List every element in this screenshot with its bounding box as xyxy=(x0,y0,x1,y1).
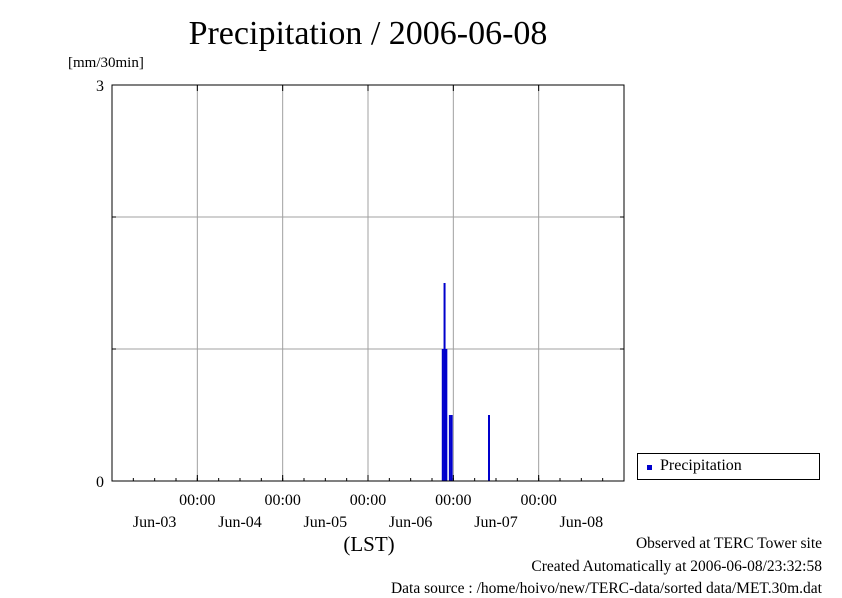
x-tick-date-label: Jun-03 xyxy=(133,514,177,531)
precipitation-bar xyxy=(441,349,444,481)
x-tick-time-label: 00:00 xyxy=(179,492,215,509)
precipitation-bar xyxy=(450,415,453,481)
x-tick-date-label: Jun-07 xyxy=(474,514,518,531)
x-tick-date-label: Jun-08 xyxy=(560,514,604,531)
legend-label: Precipitation xyxy=(660,457,742,474)
x-axis-label: (LST) xyxy=(343,532,394,556)
legend: Precipitation xyxy=(637,453,820,480)
chart-title: Precipitation / 2006-06-08 xyxy=(188,15,548,52)
plot-frame xyxy=(111,84,625,482)
x-tick-time-label: 00:00 xyxy=(350,492,386,509)
y-axis-unit-label: [mm/30min] xyxy=(68,55,144,71)
x-tick-time-label: 00:00 xyxy=(435,492,471,509)
footer-source: Data source : /home/hoivo/new/TERC-data/… xyxy=(390,580,822,597)
x-tick-time-label: 00:00 xyxy=(264,492,300,509)
y-tick-label: 3 xyxy=(96,78,104,95)
x-tick-time-label: 00:00 xyxy=(520,492,556,509)
legend-swatch xyxy=(647,465,652,470)
y-tick-label: 0 xyxy=(96,474,104,491)
footer-created: Created Automatically at 2006-06-08/23:3… xyxy=(531,558,822,575)
precipitation-bar xyxy=(443,283,446,481)
precipitation-bar xyxy=(448,415,451,481)
footer-observed: Observed at TERC Tower site xyxy=(635,535,822,552)
precipitation-bar xyxy=(445,349,448,481)
x-tick-date-label: Jun-04 xyxy=(218,514,262,531)
x-tick-date-label: Jun-05 xyxy=(304,514,348,531)
precipitation-bar xyxy=(488,415,490,481)
x-tick-date-label: Jun-06 xyxy=(389,514,433,531)
